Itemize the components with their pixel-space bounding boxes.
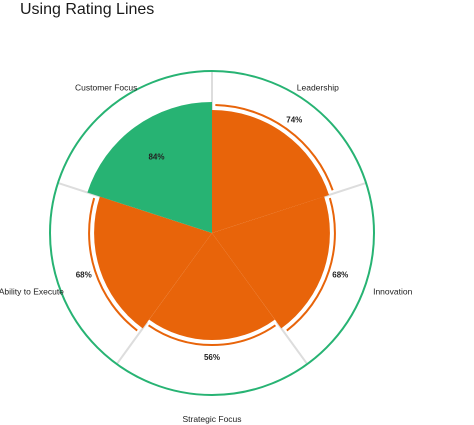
rating-line (88, 197, 138, 332)
rating-line (147, 324, 277, 347)
value-label: 68% (76, 271, 92, 280)
category-label: Leadership (297, 82, 339, 92)
category-labels: Leadership Innovation Strategic Focus Abili… (0, 82, 413, 424)
chart-title: Using Rating Lines (20, 1, 155, 18)
sector-separators (57, 71, 367, 365)
sector-strategic-focus (149, 233, 275, 341)
sector-ability-to-execute (94, 196, 212, 329)
category-label: Customer Focus (75, 82, 137, 92)
value-labels: 74% 68% 56% 68% 84% (76, 116, 349, 362)
sector-leadership (212, 109, 329, 233)
sector-separator (115, 321, 149, 365)
value-label: 56% (204, 353, 220, 362)
value-sectors (87, 101, 330, 341)
category-label: Strategic Focus (182, 414, 241, 424)
value-label: 74% (286, 116, 302, 125)
category-label: Innovation (373, 287, 412, 297)
sector-customer-focus (87, 101, 212, 233)
rating-lines (88, 104, 336, 347)
sector-separator (275, 321, 309, 365)
outer-ring (49, 70, 375, 396)
value-label: 68% (332, 271, 348, 280)
sector-innovation (212, 196, 330, 329)
rating-line (286, 197, 336, 332)
category-label: Ability to Execute (0, 287, 64, 297)
value-label: 84% (148, 153, 164, 162)
rating-line (215, 104, 334, 191)
